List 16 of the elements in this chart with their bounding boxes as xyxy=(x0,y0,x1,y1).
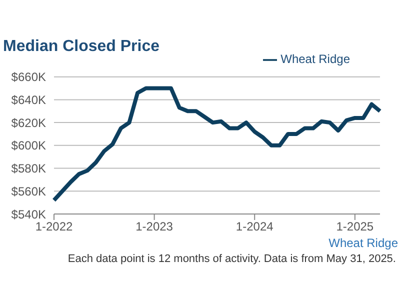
x-tick-label: 1-2025 xyxy=(336,220,374,234)
line-series xyxy=(52,86,382,202)
y-tick-label: $560K xyxy=(11,184,46,198)
x-tick-label: 1-2024 xyxy=(236,220,274,234)
text: Wheat Ridge xyxy=(328,236,398,250)
y-tick-label: $620K xyxy=(11,116,46,130)
legend-label: Wheat Ridge xyxy=(280,52,350,66)
y-tick-label: $580K xyxy=(11,162,46,176)
x-tick-label: 1-2022 xyxy=(35,220,74,234)
y-tick-label: $540K xyxy=(11,207,46,222)
text: Each data point is 12 months of activity. Data is from May 31, 2025. xyxy=(68,253,396,265)
chart-title: Median Closed Price xyxy=(3,38,160,56)
y-tick-label: $640K xyxy=(11,92,46,107)
x-tick-label: 1-2023 xyxy=(136,220,174,234)
y-tick-label: $600K xyxy=(11,138,46,153)
y-tick-label: $660K xyxy=(11,70,46,84)
